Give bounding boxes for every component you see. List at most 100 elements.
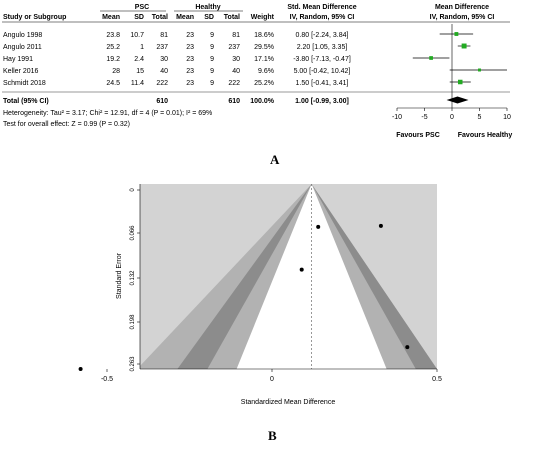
study-name: Angulo 2011 (3, 44, 42, 51)
ci-text: 5.00 [-0.42, 10.42] (294, 68, 351, 75)
funnel-y-tick-label: 0.132 (130, 270, 136, 286)
col-psc-total: Total (152, 14, 168, 21)
funnel-study-point (316, 224, 321, 229)
psc-total-sum: 610 (156, 98, 168, 105)
weight: 29.5% (254, 44, 274, 51)
total-ci: 1.00 [-0.99, 3.00] (295, 98, 349, 105)
healthy-sd: 9 (210, 68, 214, 75)
healthy-sd: 9 (210, 32, 214, 39)
psc-mean: 24.5 (106, 80, 120, 87)
panel-label-b: B (268, 428, 277, 443)
study-row: Angulo 1998 23.8 10.7 81 23 9 81 18.6% 0… (3, 32, 349, 39)
funnel-x-tick-label: 0.5 (432, 376, 442, 383)
favours-left-label: Favours PSC (396, 132, 440, 139)
forest-axis-tick-label: 0 (450, 114, 454, 121)
funnel-center-region (236, 184, 387, 369)
healthy-mean: 23 (186, 56, 194, 63)
funnel-y-tick-label: 0.066 (130, 225, 136, 241)
forest-total-diamond (446, 96, 469, 104)
forest-study-marker (478, 68, 481, 72)
ci-text: 1.50 [-0.41, 3.41] (296, 80, 349, 87)
study-row: Schmidt 2018 24.5 11.4 222 23 9 222 25.2… (3, 80, 349, 87)
funnel-study-point (299, 267, 304, 272)
total-row: Total (95% CI) 610 610 100.0% 1.00 [-0.9… (3, 98, 349, 105)
col-psc-sd: SD (134, 14, 144, 21)
study-name: Angulo 1998 (3, 32, 42, 39)
favours-right-label: Favours Healthy (458, 132, 513, 139)
study-row: Hay 1991 19.2 2.4 30 23 9 30 17.1% -3.80… (3, 56, 351, 63)
psc-mean: 28 (112, 68, 120, 75)
panel-label-a: A (270, 152, 280, 167)
funnel-x-axis-label: Standardized Mean Difference (241, 399, 336, 406)
psc-sd: 11.4 (131, 80, 144, 87)
funnel-y-tick-label: 0 (130, 188, 136, 192)
funnel-y-axis-label: Standard Error (116, 252, 123, 299)
healthy-group-header: Healthy (195, 4, 220, 11)
heterogeneity-text: Heterogeneity: Tau² = 3.17; Chi² = 12.91… (3, 110, 212, 117)
col-h-total: Total (224, 14, 240, 21)
forest-axis-tick-label: 5 (478, 114, 482, 121)
funnel-y-tick-label: 0.198 (130, 314, 136, 330)
healthy-mean: 23 (186, 68, 194, 75)
weight: 25.2% (254, 80, 274, 87)
psc-sd: 1 (140, 44, 144, 51)
study-name: Schmidt 2018 (3, 80, 46, 87)
healthy-total: 40 (232, 68, 240, 75)
funnel-y-tick-label: 0.263 (130, 356, 136, 372)
weight: 9.6% (258, 68, 274, 75)
col-weight: Weight (251, 14, 275, 21)
forest-axis-tick-label: -5 (421, 114, 427, 121)
forest-axis-tick-label: -10 (392, 114, 402, 121)
mean-diff-header: Mean Difference (435, 4, 489, 11)
col-h-sd: SD (204, 14, 214, 21)
ci-text: 0.80 [-2.24, 3.84] (296, 32, 349, 39)
healthy-mean: 23 (186, 32, 194, 39)
total-weight: 100.0% (250, 98, 275, 105)
psc-sd: 2.4 (134, 56, 144, 63)
psc-total: 40 (160, 68, 168, 75)
healthy-sd: 9 (210, 56, 214, 63)
psc-sd: 10.7 (130, 32, 144, 39)
weight: 18.6% (254, 32, 274, 39)
forest-study-marker (457, 79, 463, 85)
funnel-points (78, 223, 410, 371)
psc-mean: 19.2 (106, 56, 120, 63)
funnel-x-tick-label: -0.5 (101, 376, 113, 383)
healthy-sd: 9 (210, 80, 214, 87)
total-label: Total (95% CI) (3, 98, 49, 105)
healthy-mean: 23 (186, 80, 194, 87)
funnel-inner-region (207, 184, 416, 369)
study-row: Keller 2016 28 15 40 23 9 40 9.6% 5.00 [… (3, 68, 350, 75)
psc-total: 222 (156, 80, 168, 87)
funnel-study-point (378, 223, 383, 228)
funnel-outer-region (140, 184, 437, 369)
forest-plot-area (397, 24, 507, 109)
healthy-mean: 23 (186, 44, 194, 51)
col-study: Study or Subgroup (3, 14, 66, 21)
funnel-x-tick-label: 0 (270, 376, 274, 383)
col-ci: IV, Random, 95% CI (290, 14, 355, 21)
col-plot-ci: IV, Random, 95% CI (430, 14, 495, 21)
funnel-study-point (405, 345, 410, 350)
healthy-total-sum: 610 (228, 98, 240, 105)
funnel-plot-background (140, 184, 437, 369)
healthy-total: 237 (228, 44, 240, 51)
forest-study-marker (454, 32, 459, 36)
funnel-regions (140, 184, 437, 369)
psc-total: 81 (160, 32, 168, 39)
funnel-middle-region (177, 184, 437, 369)
psc-group-header: PSC (135, 4, 149, 11)
overall-effect-text: Test for overall effect: Z = 0.99 (P = 0… (3, 121, 130, 128)
healthy-sd: 9 (210, 44, 214, 51)
healthy-total: 222 (228, 80, 240, 87)
funnel-study-point (78, 367, 83, 371)
forest-study-marker (461, 43, 467, 49)
healthy-total: 81 (232, 32, 240, 39)
psc-total: 237 (156, 44, 168, 51)
forest-plot: PSC Healthy Std. Mean Difference Mean Di… (2, 4, 513, 139)
ci-text: -3.80 [-7.13, -0.47] (293, 56, 351, 63)
forest-axis-tick-label: 10 (503, 114, 511, 121)
forest-axis-ticks: -10 -5 0 5 10 (392, 108, 511, 121)
psc-sd: 15 (136, 68, 144, 75)
